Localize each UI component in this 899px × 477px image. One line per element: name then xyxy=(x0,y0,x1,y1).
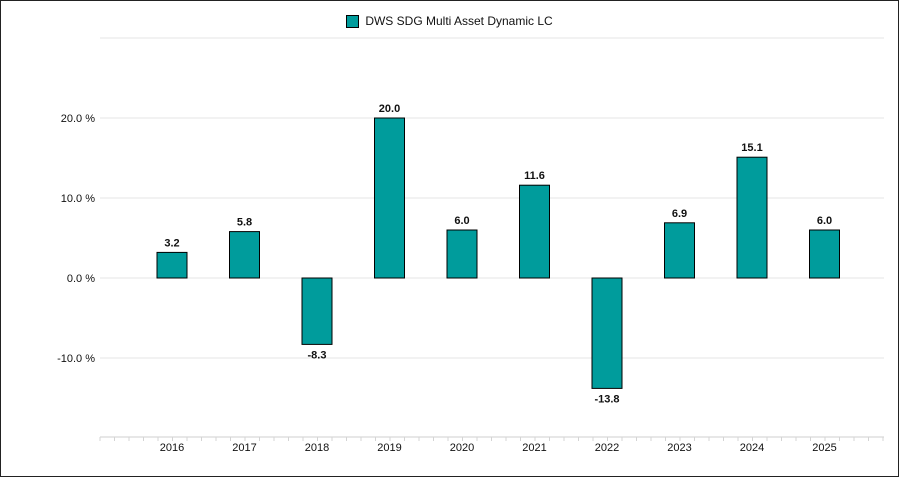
data-label-2019: 20.0 xyxy=(379,103,400,115)
bar-2024 xyxy=(736,156,768,279)
x-tick-label-2023: 2023 xyxy=(667,442,691,454)
y-tick-label: 0.0 % xyxy=(67,273,95,285)
bar-2018 xyxy=(301,277,333,345)
x-tick-label-2024: 2024 xyxy=(740,442,764,454)
bar-2021 xyxy=(519,184,550,279)
x-tick-label-2016: 2016 xyxy=(160,442,184,454)
data-label-2018: -8.3 xyxy=(308,349,327,361)
data-label-2023: 6.9 xyxy=(672,208,687,220)
data-label-2021: 11.6 xyxy=(524,170,545,182)
data-label-2024: 15.1 xyxy=(741,142,762,154)
x-tick-label-2017: 2017 xyxy=(232,442,256,454)
y-tick-label: 20.0 % xyxy=(61,113,95,125)
y-tick-label: 10.0 % xyxy=(61,193,95,205)
bar-2022 xyxy=(591,277,623,389)
data-label-2016: 3.2 xyxy=(164,237,179,249)
data-label-2017: 5.8 xyxy=(237,217,252,229)
x-tick-label-2018: 2018 xyxy=(305,442,329,454)
bar-2017 xyxy=(229,231,260,279)
x-tick-label-2021: 2021 xyxy=(522,442,546,454)
x-tick-label-2019: 2019 xyxy=(377,442,401,454)
bar-2019 xyxy=(374,117,405,279)
bar-2025 xyxy=(809,229,840,279)
data-label-2025: 6.0 xyxy=(817,215,832,227)
y-tick-label: -10.0 % xyxy=(57,353,95,365)
bar-2016 xyxy=(156,251,188,279)
data-label-2020: 6.0 xyxy=(454,215,469,227)
data-label-2022: -13.8 xyxy=(594,393,619,405)
x-tick-label-2020: 2020 xyxy=(450,442,474,454)
x-tick-label-2022: 2022 xyxy=(595,442,619,454)
bar-2023 xyxy=(664,222,695,279)
labels: 3.2 2016 5.8 2017 -8.3 2018 20.0 2019 6.0 2020 11.… xyxy=(160,103,837,454)
axis: 20.0 % 10.0 % 0.0 % -10.0 % xyxy=(57,113,884,441)
bars xyxy=(156,117,840,389)
legend-swatch xyxy=(346,14,360,28)
legend: DWS SDG Multi Asset Dynamic LC xyxy=(1,14,898,28)
bar-2020 xyxy=(446,229,478,279)
x-tick-label-2025: 2025 xyxy=(812,442,836,454)
legend-label: DWS SDG Multi Asset Dynamic LC xyxy=(365,14,553,28)
